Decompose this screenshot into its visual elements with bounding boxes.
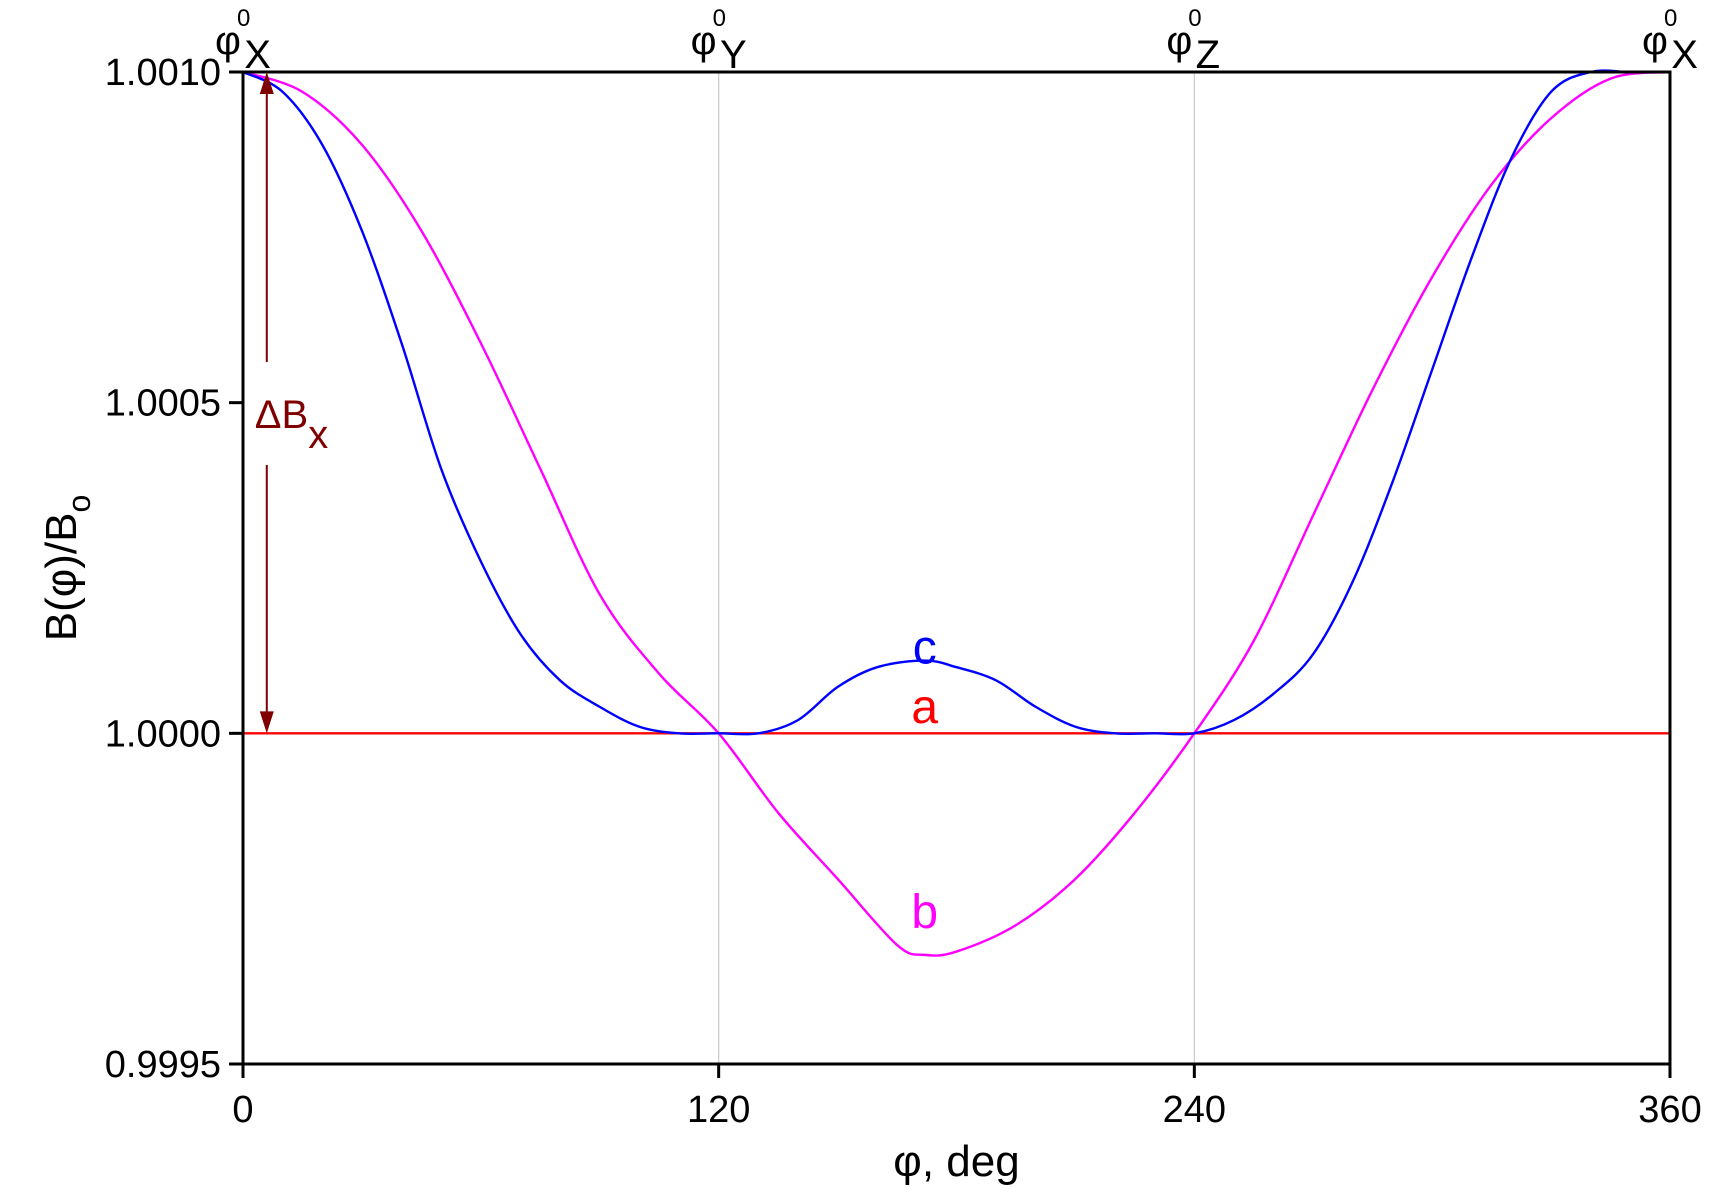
- top-label-base: φ: [215, 19, 241, 63]
- curve-label-a: a: [911, 681, 938, 734]
- series-group: [242, 69, 1671, 957]
- top-label-sup: 0: [1664, 5, 1677, 32]
- tick-labels: 0 120 240 360 0.9995 1.0000 1.0005 1.0010: [105, 52, 1702, 1131]
- top-label-base: φ: [1642, 19, 1668, 63]
- top-label-y: φ0 Y: [691, 5, 747, 77]
- y-tick-label: 1.0010: [105, 52, 221, 94]
- curve-label-b: b: [911, 886, 938, 939]
- top-label-base: φ: [1166, 19, 1192, 63]
- y-axis-title-sub: o: [61, 495, 97, 513]
- top-label-x: φ0 X: [215, 5, 271, 77]
- x-tick-label: 360: [1638, 1089, 1701, 1131]
- top-label-sup: 0: [713, 5, 726, 32]
- x-tick-label: 120: [687, 1089, 750, 1131]
- x-tick-label: 0: [232, 1089, 253, 1131]
- delta-arrowhead-down: [259, 711, 274, 734]
- delta-annotation: ΔBx: [255, 72, 328, 734]
- top-label-z: φ0 Z: [1166, 5, 1220, 77]
- x-axis-title: φ, deg: [893, 1137, 1019, 1186]
- top-label-x: φ0 X: [1642, 5, 1698, 77]
- delta-arrowhead-up: [259, 72, 274, 94]
- axis-ticks: [229, 70, 1672, 1078]
- top-label-sub: Z: [1196, 33, 1220, 77]
- curve-label-c: c: [913, 621, 937, 674]
- x-tick-label: 240: [1163, 1089, 1226, 1131]
- delta-label-base: ΔB: [255, 393, 308, 437]
- delta-label: ΔBx: [255, 393, 328, 457]
- top-label-sup: 0: [237, 5, 250, 32]
- gridlines: [718, 72, 1195, 1064]
- top-label-sub: Y: [720, 33, 747, 77]
- top-label-sup: 0: [1188, 5, 1201, 32]
- top-label-sub: X: [244, 33, 271, 77]
- y-tick-label: 0.9995: [105, 1044, 221, 1086]
- series-line-b: [242, 70, 1671, 957]
- top-label-sub: X: [1671, 33, 1698, 77]
- top-label-base: φ: [691, 19, 717, 63]
- y-tick-label: 1.0005: [105, 383, 221, 425]
- series-line-c: [242, 69, 1670, 736]
- curve-labels: a b c: [911, 621, 938, 939]
- y-axis-title: B(φ)/Bo: [37, 495, 97, 642]
- plot-frame: [241, 70, 1672, 1066]
- delta-label-sub: x: [308, 413, 328, 457]
- y-tick-label: 1.0000: [105, 713, 221, 755]
- y-axis-title-main: B(φ)/B: [37, 513, 86, 642]
